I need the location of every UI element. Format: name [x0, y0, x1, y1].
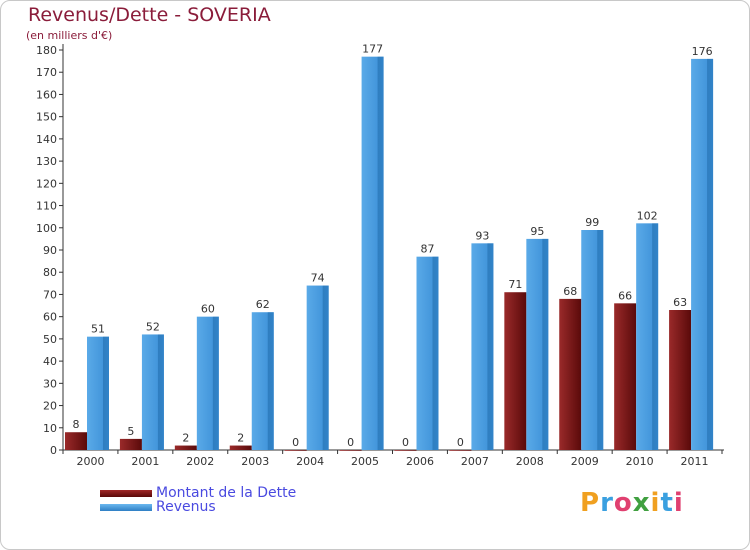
- data-label-dette: 0: [457, 436, 464, 449]
- y-tick-label: 120: [36, 177, 57, 190]
- y-tick-label: 40: [43, 355, 57, 368]
- bar-revenus-shade: [652, 223, 659, 450]
- x-tick-label: 2004: [296, 455, 324, 468]
- legend-item-revenus: Revenus: [100, 500, 296, 514]
- bar-dette: [174, 445, 197, 450]
- data-label-dette: 0: [347, 436, 354, 449]
- data-label-revenus: 93: [475, 229, 489, 242]
- bar-revenus-shade: [267, 312, 274, 450]
- data-label-revenus: 51: [91, 323, 105, 336]
- y-tick-label: 30: [43, 377, 57, 390]
- data-label-revenus: 176: [692, 45, 713, 58]
- y-tick-label: 130: [36, 155, 57, 168]
- y-tick-label: 20: [43, 400, 57, 413]
- data-label-dette: 66: [618, 289, 632, 302]
- x-tick-label: 2002: [186, 455, 214, 468]
- bar-dette: [229, 445, 252, 450]
- bar-dette: [284, 450, 307, 451]
- data-label-dette: 8: [73, 418, 80, 431]
- data-label-revenus: 62: [256, 298, 270, 311]
- data-label-revenus: 102: [637, 209, 658, 222]
- data-label-revenus: 60: [201, 303, 215, 316]
- bar-dette: [614, 303, 637, 450]
- x-tick-label: 2007: [461, 455, 489, 468]
- legend-label-dette: Montant de la Dette: [156, 485, 297, 501]
- legend-swatch-dette: [100, 489, 152, 497]
- y-tick-label: 100: [36, 222, 57, 235]
- data-label-revenus: 52: [146, 320, 160, 333]
- data-label-revenus: 177: [362, 43, 383, 56]
- logo-letter: o: [613, 488, 633, 518]
- data-label-revenus: 87: [421, 243, 435, 256]
- chart-subtitle: (en milliers d'€): [26, 29, 113, 42]
- legend-swatch-revenus: [100, 503, 152, 511]
- logo-letter: i: [650, 488, 661, 518]
- bar-dette: [394, 450, 417, 451]
- y-tick-label: 50: [43, 333, 57, 346]
- chart-title: Revenus/Dette - SOVERIA: [28, 4, 271, 26]
- bar-revenus-shade: [103, 336, 109, 450]
- logo-letter: i: [673, 488, 684, 518]
- bar-revenus-shade: [487, 243, 494, 450]
- bar-revenus-shade: [157, 334, 164, 450]
- logo-letter: r: [600, 488, 614, 518]
- y-tick-label: 140: [36, 133, 57, 146]
- y-tick-label: 170: [36, 66, 57, 79]
- y-tick-label: 0: [50, 444, 57, 457]
- proxiti-logo: Proxiti: [580, 488, 684, 518]
- y-tick-label: 60: [43, 311, 57, 324]
- y-tick-label: 180: [36, 44, 57, 57]
- bar-dette: [504, 292, 527, 450]
- logo-letter: x: [632, 488, 651, 518]
- data-label-dette: 68: [563, 285, 577, 298]
- logo-letter: P: [580, 488, 601, 518]
- legend-label-revenus: Revenus: [156, 499, 216, 515]
- x-tick-label: 2003: [241, 455, 269, 468]
- legend: Montant de la Dette Revenus: [100, 486, 296, 514]
- x-tick-label: 2009: [571, 455, 599, 468]
- x-tick-label: 2000: [76, 455, 104, 468]
- data-label-dette: 0: [402, 436, 409, 449]
- data-label-dette: 71: [508, 278, 522, 291]
- legend-item-dette: Montant de la Dette: [100, 486, 296, 500]
- x-tick-label: 2001: [131, 455, 159, 468]
- bar-revenus-shade: [597, 230, 604, 450]
- y-tick-label: 80: [43, 266, 57, 279]
- data-label-revenus: 74: [311, 272, 325, 285]
- x-tick-label: 2006: [406, 455, 434, 468]
- bar-dette: [559, 298, 582, 450]
- y-tick-label: 150: [36, 111, 57, 124]
- bar-revenus-shade: [542, 238, 549, 450]
- bar-revenus-shade: [377, 56, 384, 451]
- bar-dette: [65, 432, 87, 450]
- y-tick-label: 70: [43, 288, 57, 301]
- bar-dette: [449, 450, 472, 451]
- bar-revenus-shade: [432, 256, 439, 450]
- data-label-revenus: 95: [530, 225, 544, 238]
- data-label-dette: 63: [673, 296, 687, 309]
- bar-dette: [339, 450, 362, 451]
- bar-revenus-shade: [212, 316, 219, 450]
- x-tick-label: 2005: [351, 455, 379, 468]
- bar-revenus-shade: [322, 285, 329, 450]
- bar-revenus-shade: [707, 58, 714, 451]
- y-tick-label: 10: [43, 422, 57, 435]
- data-label-revenus: 99: [585, 216, 599, 229]
- data-label-dette: 5: [127, 425, 134, 438]
- x-tick-label: 2008: [516, 455, 544, 468]
- logo-letter: t: [660, 488, 674, 518]
- bar-dette: [669, 310, 692, 450]
- data-label-dette: 2: [182, 432, 189, 445]
- y-tick-label: 90: [43, 244, 57, 257]
- y-tick-label: 160: [36, 88, 57, 101]
- data-label-dette: 2: [237, 432, 244, 445]
- bar-dette: [119, 438, 142, 450]
- data-label-dette: 0: [292, 436, 299, 449]
- y-tick-label: 110: [36, 200, 57, 213]
- x-tick-label: 2011: [681, 455, 709, 468]
- x-tick-label: 2010: [626, 455, 654, 468]
